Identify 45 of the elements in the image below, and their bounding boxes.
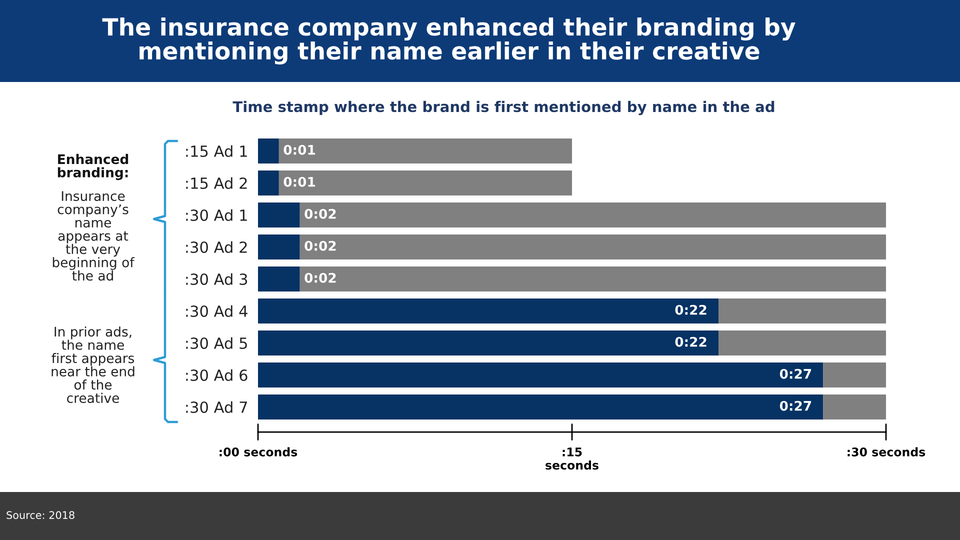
y-tick-label: :30 Ad 2 xyxy=(186,241,247,254)
bar xyxy=(823,362,886,388)
data-label: 0:02 xyxy=(304,240,336,251)
x-tick-label: :15 seconds xyxy=(546,448,598,470)
y-tick-label: :30 Ad 7 xyxy=(186,401,247,414)
data-label: 0:01 xyxy=(284,176,316,187)
bar xyxy=(718,330,886,356)
x-tick-label: :30 seconds xyxy=(848,447,926,456)
chart-subtitle: Time stamp where the brand is first mentioned by name in the ad xyxy=(232,100,774,116)
bar xyxy=(300,234,886,260)
y-tick-label: :30 Ad 3 xyxy=(186,273,248,286)
data-label: 0:02 xyxy=(304,272,336,283)
text: Insurance company’s name appears at the very beginning of the ad xyxy=(52,191,135,281)
bar xyxy=(278,138,572,164)
bar xyxy=(258,202,300,228)
bar xyxy=(258,394,824,420)
chart-title: The insurance company enhanced their branding by mentioning their name earlier in their creative xyxy=(102,18,796,64)
y-tick-label: :30 Ad 6 xyxy=(186,369,248,382)
bar xyxy=(258,170,279,196)
text: In prior ads, the name first appears near the end of the creative xyxy=(52,326,134,404)
data-label: 0:01 xyxy=(284,144,316,155)
bar xyxy=(258,266,300,292)
y-tick-label: :30 Ad 5 xyxy=(186,337,247,350)
source-note: Source: 2018 xyxy=(6,511,74,520)
bar xyxy=(258,234,300,260)
bar xyxy=(258,298,719,324)
bar xyxy=(300,202,886,228)
y-tick-label: :15 Ad 2 xyxy=(186,177,247,190)
bar xyxy=(258,362,824,388)
bar xyxy=(258,138,279,164)
y-tick-label: :15 Ad 1 xyxy=(186,145,247,158)
x-tick-label: :00 seconds xyxy=(220,447,298,456)
bar xyxy=(278,170,572,196)
data-label: 0:22 xyxy=(675,336,706,347)
bar xyxy=(823,394,886,420)
data-label: 0:02 xyxy=(304,208,336,219)
data-label: 0:27 xyxy=(780,368,812,379)
y-tick-label: :30 Ad 4 xyxy=(186,305,248,318)
data-label: 0:27 xyxy=(780,400,812,411)
y-tick-label: :30 Ad 1 xyxy=(186,209,247,222)
bar xyxy=(300,266,886,292)
text: Enhanced branding: xyxy=(58,154,128,180)
bar xyxy=(258,330,719,356)
bar xyxy=(718,298,886,324)
data-label: 0:22 xyxy=(675,304,706,315)
